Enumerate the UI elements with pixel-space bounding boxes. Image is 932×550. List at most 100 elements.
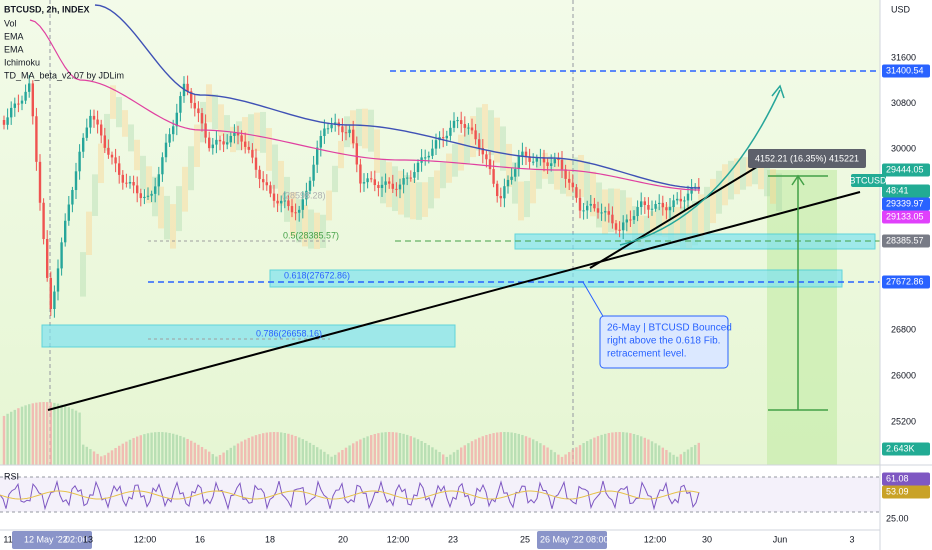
candle-body: [582, 210, 585, 212]
volume-bar: [56, 403, 60, 465]
volume-bar: [60, 404, 63, 465]
price-tag: [882, 234, 930, 248]
ichimoku-cloud: [632, 206, 638, 241]
candle-body: [312, 164, 315, 181]
candle-body: [492, 169, 495, 184]
candle-body: [496, 183, 499, 197]
ichimoku-cloud: [122, 110, 128, 137]
price-tag-text: 31400.54: [886, 65, 924, 75]
rsi-ma: [0, 490, 700, 500]
volume-bar: [697, 442, 700, 465]
volume-bar: [38, 402, 42, 465]
ichimoku-cloud: [134, 139, 140, 171]
volume-bar: [103, 455, 106, 465]
volume-bar: [64, 405, 67, 465]
ichimoku-cloud: [266, 128, 272, 171]
price-tag-text: 29133.05: [886, 211, 924, 221]
callout-box: [599, 315, 729, 369]
volume-bar: [568, 452, 571, 465]
candle-body: [467, 127, 470, 129]
candle-body: [229, 135, 232, 143]
volume-bar: [118, 445, 121, 465]
volume-bar: [233, 445, 236, 465]
volume-bar: [485, 434, 488, 465]
candle-body: [665, 207, 668, 211]
legend: BTCUSD, 2h, INDEX Vol EMA EMA Ichimoku T…: [4, 4, 124, 80]
time-label: 16: [195, 534, 205, 544]
candle-body: [107, 147, 110, 155]
price-label: 26800: [891, 324, 916, 334]
volume-bar: [362, 437, 366, 465]
candle-body: [323, 128, 326, 137]
price-label: 30000: [891, 143, 916, 153]
volume-bar: [269, 432, 272, 465]
rsi-tag-text: 53.09: [886, 486, 909, 496]
candle-body: [625, 219, 628, 223]
ichimoku-cloud: [524, 181, 530, 218]
ichimoku-cloud: [116, 97, 122, 128]
price-tag: [882, 184, 930, 198]
price-tag: [882, 64, 930, 78]
ichimoku-cloud: [656, 206, 662, 237]
ichimoku-cloud: [458, 134, 464, 171]
candle-body: [402, 178, 405, 185]
volume-bar: [535, 441, 538, 465]
ichimoku-cloud: [770, 169, 776, 204]
ichimoku-cloud: [596, 182, 602, 228]
volume-bar: [654, 443, 657, 465]
candle-body: [92, 115, 96, 120]
rsi-title: RSI: [4, 471, 19, 481]
candle-body: [542, 157, 546, 163]
volume-bar: [146, 433, 150, 465]
candle-body: [578, 197, 582, 211]
volume-bar: [100, 456, 103, 465]
candle-body: [640, 201, 643, 208]
candle-body: [395, 188, 398, 190]
volume-bar: [182, 437, 186, 465]
candle-body: [280, 200, 283, 204]
candle-body: [352, 129, 355, 144]
ichimoku-cloud: [314, 212, 320, 250]
candle-body: [13, 103, 16, 108]
ichimoku-cloud: [284, 176, 290, 222]
volume-bar: [564, 454, 567, 465]
candle-body: [211, 144, 214, 149]
volume-bar: [85, 446, 88, 465]
candle-body: [136, 185, 139, 194]
time-highlight: [12, 531, 92, 549]
ichimoku-cloud: [542, 152, 548, 179]
volume-bar: [650, 441, 654, 465]
candle-body: [596, 208, 600, 213]
ichimoku-cloud: [470, 116, 476, 158]
ichimoku-cloud: [278, 160, 284, 206]
volume-bar: [92, 451, 96, 465]
volume-bar: [251, 436, 254, 465]
volume-bar: [150, 432, 153, 465]
candle-body: [128, 182, 132, 184]
volume-bar: [427, 445, 430, 465]
candle-body: [10, 107, 13, 118]
candle-body: [575, 187, 578, 198]
candle-body: [589, 203, 592, 206]
candle-body: [614, 223, 618, 230]
ichimoku-cloud: [518, 181, 524, 221]
candle-body: [474, 130, 477, 140]
candle-body: [510, 176, 513, 180]
candle-body: [298, 209, 301, 213]
volume-bar: [312, 444, 315, 465]
candle-body: [344, 132, 348, 134]
candle-body: [290, 206, 294, 213]
candle-body: [564, 169, 567, 179]
candle-body: [359, 164, 362, 184]
price-label: 31600: [891, 52, 916, 62]
time-label: Jun: [773, 534, 788, 544]
arrow-head: [771, 84, 785, 99]
candle-body: [413, 172, 416, 178]
symbol-title: BTCUSD, 2h, INDEX: [4, 4, 90, 14]
volume-bar: [388, 432, 391, 465]
volume-bar: [226, 450, 229, 465]
ichimoku-cloud: [218, 104, 224, 137]
candle-body: [53, 291, 56, 309]
volume-bar: [294, 436, 297, 465]
volume-bar: [434, 449, 438, 465]
